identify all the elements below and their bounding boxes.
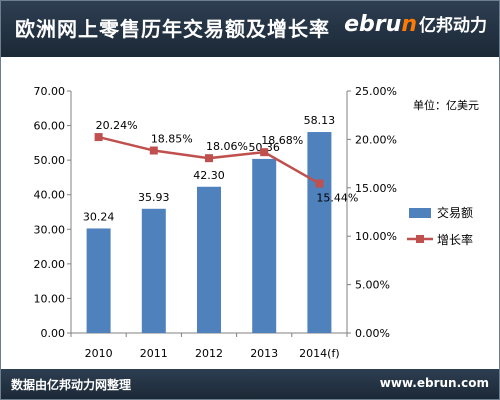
bar-data-label: 30.24 bbox=[83, 210, 115, 223]
growth-rate-label: 20.24% bbox=[96, 119, 138, 132]
y-left-tick-label: 40.00 bbox=[34, 189, 66, 202]
legend-swatch-bar bbox=[409, 208, 431, 218]
logo-latin-prefix: ebru bbox=[344, 12, 402, 37]
bar-data-label: 35.93 bbox=[138, 191, 170, 204]
y-left-tick-label: 10.00 bbox=[34, 292, 66, 305]
x-tick-label: 2014(f) bbox=[299, 347, 339, 360]
legend-label-bar: 交易额 bbox=[437, 205, 473, 220]
growth-rate-point bbox=[260, 148, 269, 157]
x-tick-label: 2012 bbox=[195, 347, 223, 360]
growth-rate-point bbox=[315, 179, 324, 188]
logo-latin-suffix: n bbox=[401, 12, 417, 37]
header-bar: 欧洲网上零售历年交易额及增长率 ebrun 亿邦动力 bbox=[1, 1, 499, 57]
legend-swatch-marker bbox=[416, 235, 424, 243]
x-tick-label: 2011 bbox=[140, 347, 168, 360]
growth-rate-point bbox=[149, 146, 158, 155]
bar bbox=[86, 228, 111, 333]
logo-cn: 亿邦动力 bbox=[419, 16, 487, 36]
plot-area: 0.00 10.00 20.00 30.00 40.00 50.00 60.00 70.00 0… bbox=[34, 85, 480, 360]
chart-svg: 0.00 10.00 20.00 30.00 40.00 50.00 60.00 70.00 0… bbox=[34, 85, 480, 360]
growth-rate-point bbox=[94, 133, 103, 142]
y-left-tick-label: 20.00 bbox=[34, 258, 66, 271]
x-tick-label: 2010 bbox=[85, 347, 113, 360]
legend-label-line: 增长率 bbox=[437, 232, 473, 247]
y-left-tick-label: 30.00 bbox=[34, 223, 66, 236]
chart-title: 欧洲网上零售历年交易额及增长率 bbox=[15, 17, 330, 41]
bar bbox=[197, 186, 221, 333]
y-right-tick-label: 20.00% bbox=[355, 133, 397, 146]
y-left-tick-label: 60.00 bbox=[34, 120, 66, 133]
bar bbox=[307, 132, 332, 333]
growth-rate-label: 18.06% bbox=[206, 140, 248, 153]
y-right-tick-label: 25.00% bbox=[355, 85, 397, 98]
footer-bar: 数据由亿邦动力网整理 www.ebrun.com bbox=[1, 369, 499, 399]
source-note: 数据由亿邦动力网整理 bbox=[11, 378, 132, 392]
y-left-tick-label: 70.00 bbox=[34, 85, 66, 98]
unit-label: 单位：亿美元 bbox=[413, 98, 479, 112]
x-tick-label: 2013 bbox=[250, 347, 278, 360]
y-left-tick-label: 0.00 bbox=[41, 327, 66, 340]
bar bbox=[252, 158, 277, 333]
ebrun-logo: ebrun 亿邦动力 bbox=[344, 11, 487, 47]
website-url: www.ebrun.com bbox=[379, 376, 489, 390]
y-right-tick-label: 15.00% bbox=[355, 182, 397, 195]
growth-rate-label: 18.68% bbox=[261, 134, 303, 147]
y-left-tick-label: 50.00 bbox=[34, 154, 66, 167]
growth-rate-label: 18.85% bbox=[151, 133, 193, 146]
growth-rate-point bbox=[205, 154, 213, 163]
bar-data-label: 50.36 bbox=[248, 141, 280, 154]
bar bbox=[141, 208, 166, 333]
y-right-tick-label: 10.00% bbox=[355, 230, 397, 243]
y-right-tick-label: 5.00% bbox=[355, 279, 390, 292]
bar-data-label: 58.13 bbox=[304, 114, 336, 127]
y-right-tick-label: 0.00% bbox=[355, 327, 390, 340]
bar-data-label: 42.30 bbox=[193, 169, 225, 182]
logo-latin: ebrun bbox=[344, 12, 417, 37]
growth-rate-label: 15.44% bbox=[316, 192, 358, 205]
